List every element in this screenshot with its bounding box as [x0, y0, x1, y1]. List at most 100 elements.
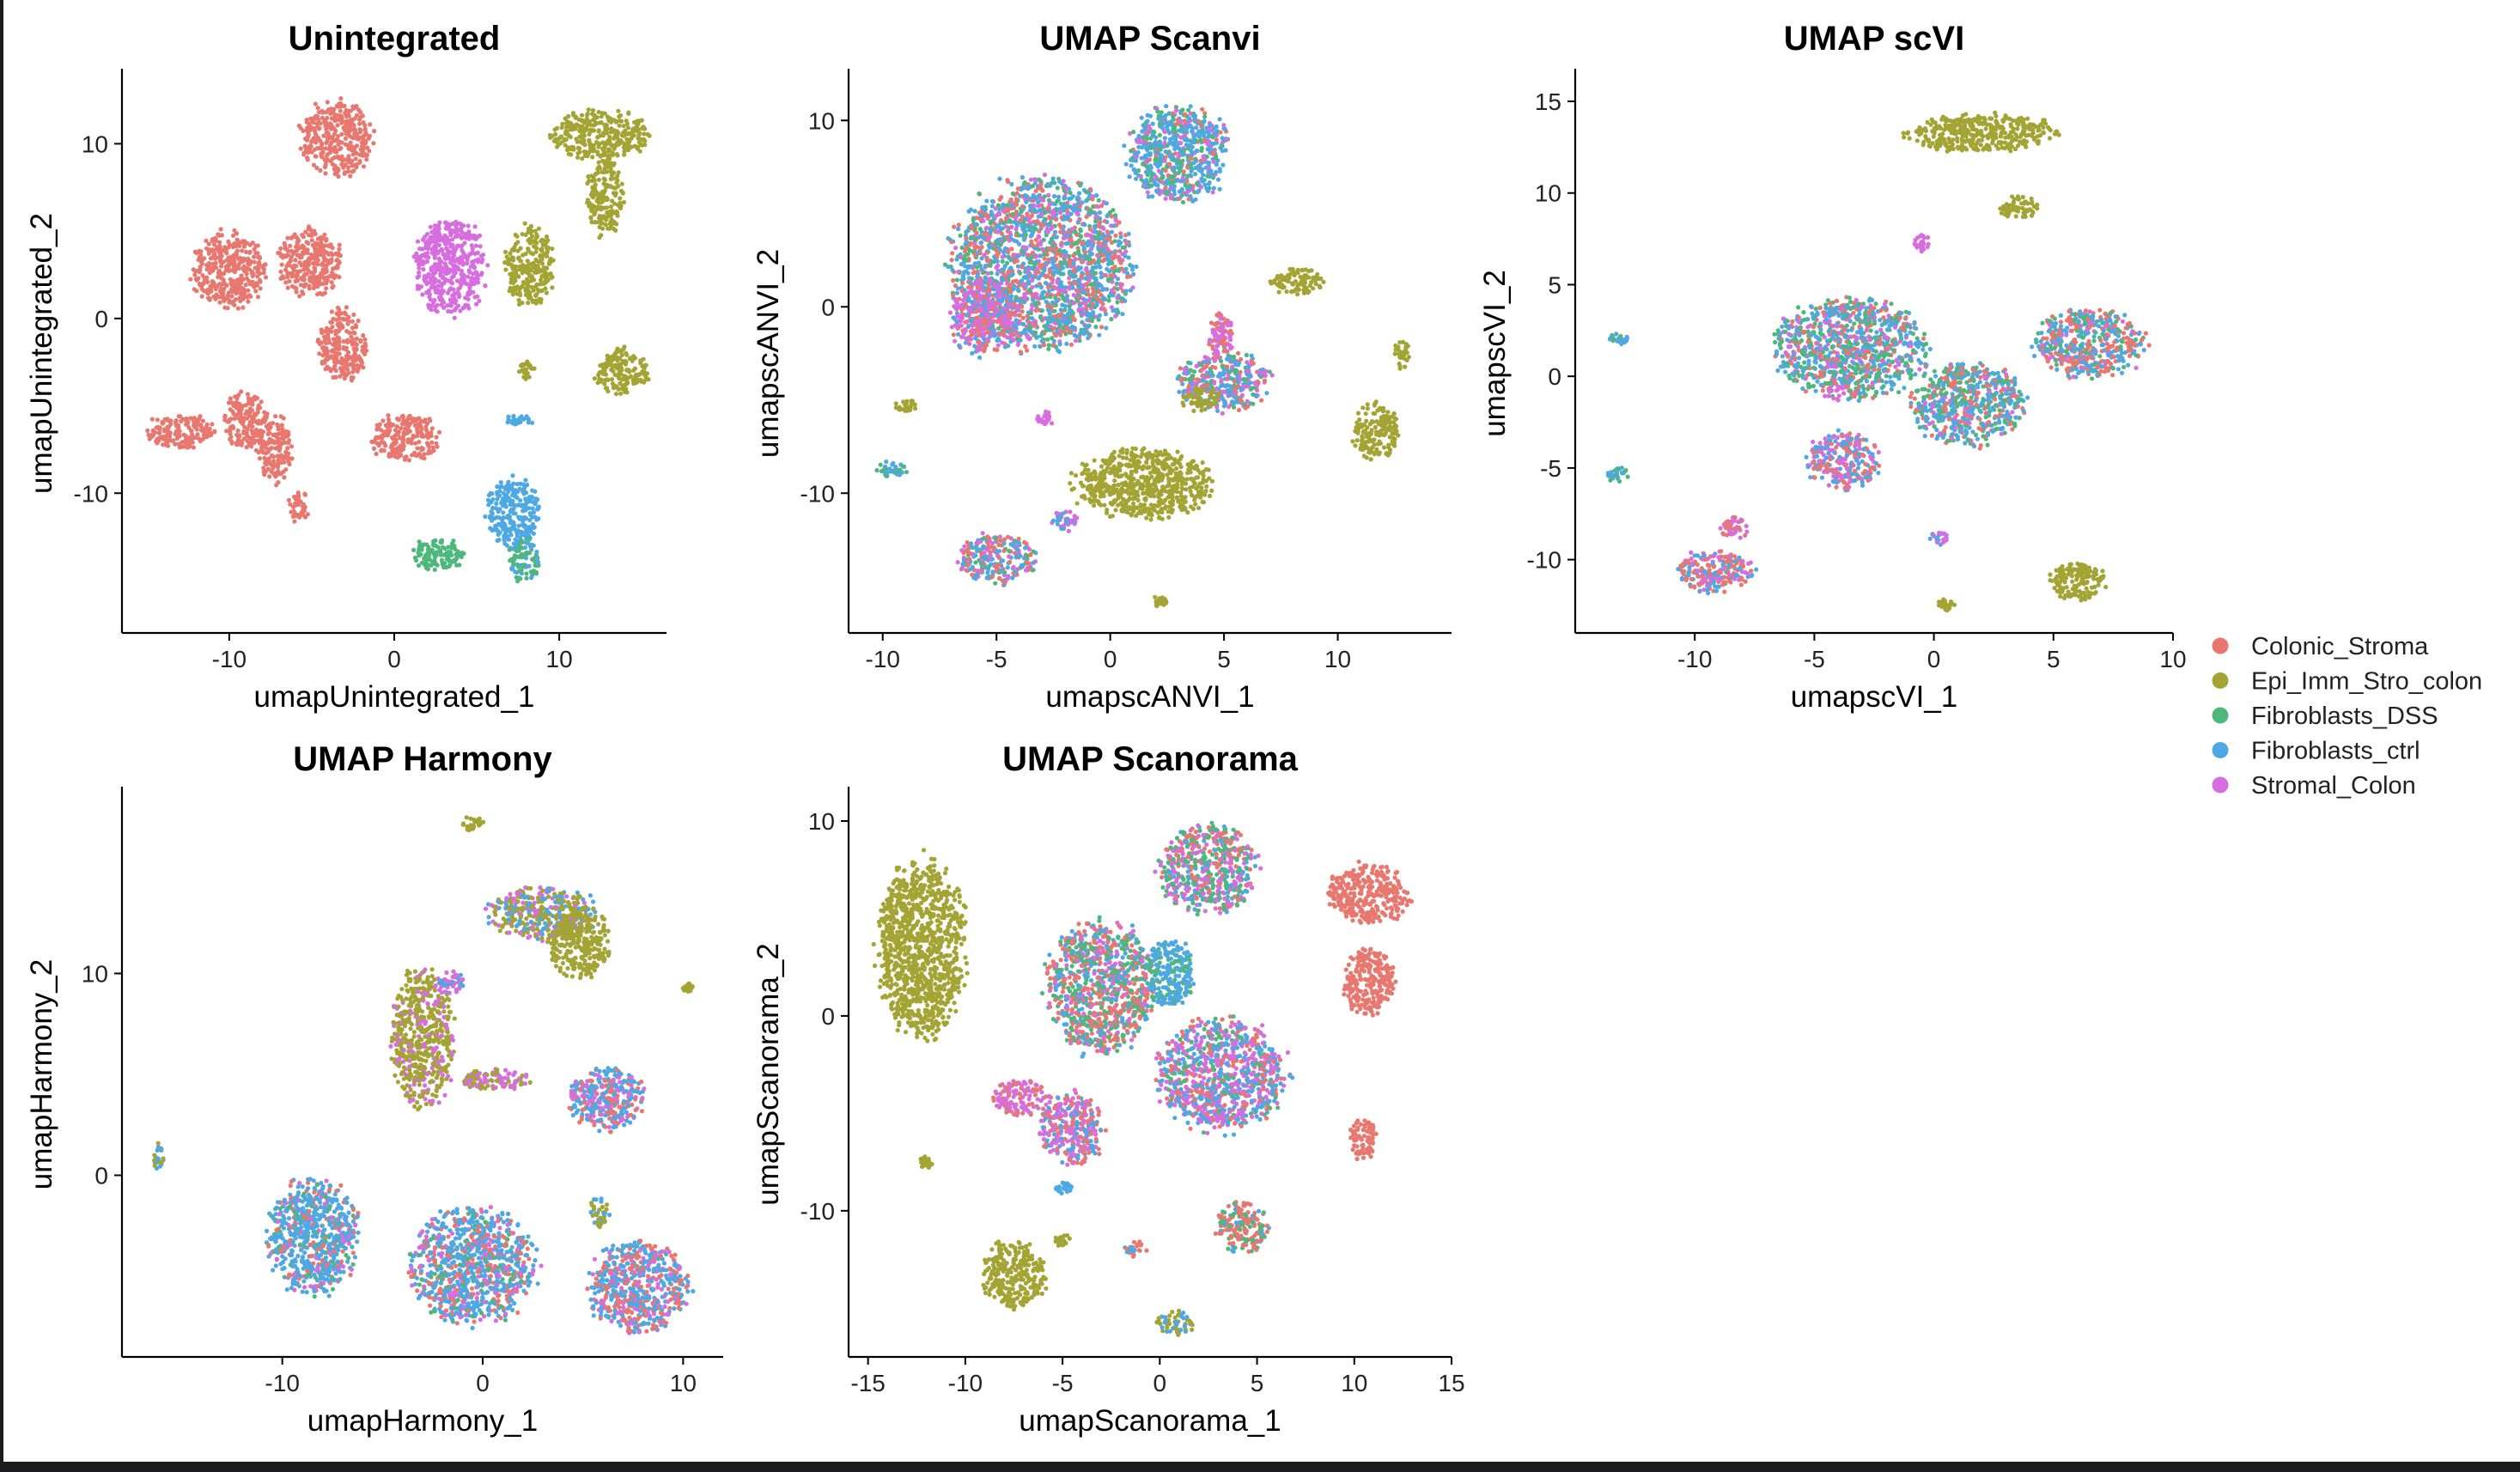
cell-point-colonic-stroma — [279, 455, 284, 460]
cell-point-colonic-stroma — [392, 436, 397, 441]
cell-point-stromal-colon — [415, 256, 420, 261]
cell-point-colonic-stroma — [216, 233, 222, 238]
cell-point-colonic-stroma — [243, 240, 248, 246]
cell-point-fibroblasts-dss — [1046, 346, 1051, 351]
cell-point-colonic-stroma — [283, 467, 289, 472]
cell-point-stromal-colon — [437, 220, 442, 225]
cell-point-epi-imm-stro-colon — [534, 259, 539, 264]
cell-point-colonic-stroma — [240, 259, 246, 264]
cell-point-colonic-stroma — [330, 285, 335, 290]
cell-point-epi-imm-stro-colon — [520, 284, 525, 289]
cell-point-epi-imm-stro-colon — [642, 131, 647, 137]
cell-point-colonic-stroma — [297, 294, 302, 299]
cell-point-colonic-stroma — [345, 165, 351, 170]
cell-point-epi-imm-stro-colon — [542, 281, 547, 286]
cell-point-stromal-colon — [452, 315, 457, 320]
cell-point-colonic-stroma — [311, 116, 316, 121]
cell-point-colonic-stroma — [280, 429, 285, 434]
cell-point-colonic-stroma — [360, 344, 365, 350]
cell-point-colonic-stroma — [338, 374, 343, 379]
cell-point-fibroblasts-ctrl — [502, 502, 508, 508]
cell-point-colonic-stroma — [258, 286, 263, 291]
cell-point-fibroblasts-ctrl — [490, 511, 495, 516]
cell-point-colonic-stroma — [288, 502, 293, 507]
cell-cluster — [276, 224, 343, 299]
cell-point-stromal-colon — [1221, 123, 1227, 128]
x-tick-label: -10 — [212, 646, 247, 672]
cell-point-epi-imm-stro-colon — [628, 374, 634, 379]
cell-point-colonic-stroma — [283, 440, 288, 446]
cell-point-epi-imm-stro-colon — [646, 377, 651, 382]
cell-point-stromal-colon — [475, 294, 480, 299]
cell-point-colonic-stroma — [311, 285, 316, 290]
cell-point-colonic-stroma — [311, 162, 316, 167]
cell-point-epi-imm-stro-colon — [508, 251, 513, 256]
cell-point-colonic-stroma — [333, 368, 338, 374]
cell-point-fibroblasts-dss — [1202, 114, 1208, 119]
cell-point-colonic-stroma — [302, 264, 307, 269]
cell-point-epi-imm-stro-colon — [584, 116, 589, 121]
cell-point-colonic-stroma — [198, 252, 204, 258]
cell-point-colonic-stroma — [259, 421, 264, 426]
cell-point-colonic-stroma — [217, 274, 222, 279]
cell-point-epi-imm-stro-colon — [521, 362, 527, 368]
cell-point-fibroblasts-ctrl — [530, 499, 535, 504]
cell-point-colonic-stroma — [346, 156, 351, 161]
cell-point-colonic-stroma — [177, 445, 182, 450]
cell-point-stromal-colon — [461, 234, 466, 240]
cell-point-colonic-stroma — [211, 242, 217, 247]
cell-point-fibroblasts-ctrl — [1172, 184, 1177, 189]
cell-point-colonic-stroma — [227, 263, 232, 268]
cell-point-epi-imm-stro-colon — [609, 173, 614, 178]
cell-point-stromal-colon — [449, 298, 454, 303]
cell-point-colonic-stroma — [358, 338, 363, 343]
cell-point-epi-imm-stro-colon — [545, 277, 550, 283]
cell-point-fibroblasts-ctrl — [1205, 147, 1210, 152]
cell-point-colonic-stroma — [275, 453, 280, 459]
cell-point-fibroblasts-ctrl — [483, 514, 488, 520]
cell-point-colonic-stroma — [224, 283, 229, 288]
cell-point-colonic-stroma — [258, 279, 263, 284]
cell-point-epi-imm-stro-colon — [532, 277, 537, 283]
cell-point-colonic-stroma — [295, 235, 300, 241]
cell-point-colonic-stroma — [353, 156, 358, 161]
cell-point-epi-imm-stro-colon — [600, 221, 605, 226]
cell-point-fibroblasts-ctrl — [513, 569, 518, 575]
cell-point-colonic-stroma — [344, 119, 350, 124]
cell-point-fibroblasts-dss — [440, 562, 445, 567]
cell-point-fibroblasts-dss — [1148, 136, 1153, 141]
cell-point-colonic-stroma — [210, 237, 215, 242]
cell-point-epi-imm-stro-colon — [613, 119, 619, 125]
cell-point-epi-imm-stro-colon — [532, 244, 537, 249]
cell-point-colonic-stroma — [318, 121, 323, 126]
cell-point-stromal-colon — [462, 240, 467, 246]
cell-point-epi-imm-stro-colon — [505, 257, 511, 262]
cell-point-epi-imm-stro-colon — [527, 240, 533, 246]
cell-point-epi-imm-stro-colon — [616, 131, 621, 136]
cell-point-colonic-stroma — [324, 140, 329, 145]
cell-point-fibroblasts-ctrl — [954, 290, 959, 295]
cell-point-colonic-stroma — [298, 125, 303, 131]
cell-point-colonic-stroma — [261, 271, 266, 276]
cell-point-epi-imm-stro-colon — [513, 288, 518, 293]
cell-point-stromal-colon — [466, 282, 471, 287]
cell-point-colonic-stroma — [243, 283, 248, 288]
cell-point-colonic-stroma — [289, 283, 295, 289]
cell-point-colonic-stroma — [321, 344, 326, 350]
cell-point-colonic-stroma — [173, 441, 178, 447]
cell-point-fibroblasts-dss — [1176, 170, 1181, 175]
cell-point-colonic-stroma — [315, 106, 320, 111]
cell-point-colonic-stroma — [362, 126, 368, 131]
cell-point-colonic-stroma — [291, 504, 296, 509]
cell-point-colonic-stroma — [283, 267, 289, 272]
cell-point-colonic-stroma — [335, 104, 340, 109]
cell-point-epi-imm-stro-colon — [616, 184, 621, 189]
cell-point-fibroblasts-ctrl — [1150, 121, 1155, 126]
cell-point-stromal-colon — [461, 251, 466, 256]
cell-point-colonic-stroma — [294, 289, 299, 295]
cell-point-epi-imm-stro-colon — [527, 272, 533, 277]
cell-point-stromal-colon — [415, 283, 420, 289]
cell-point-epi-imm-stro-colon — [615, 210, 620, 215]
cell-point-colonic-stroma — [313, 252, 318, 257]
cell-point-colonic-stroma — [194, 250, 199, 255]
